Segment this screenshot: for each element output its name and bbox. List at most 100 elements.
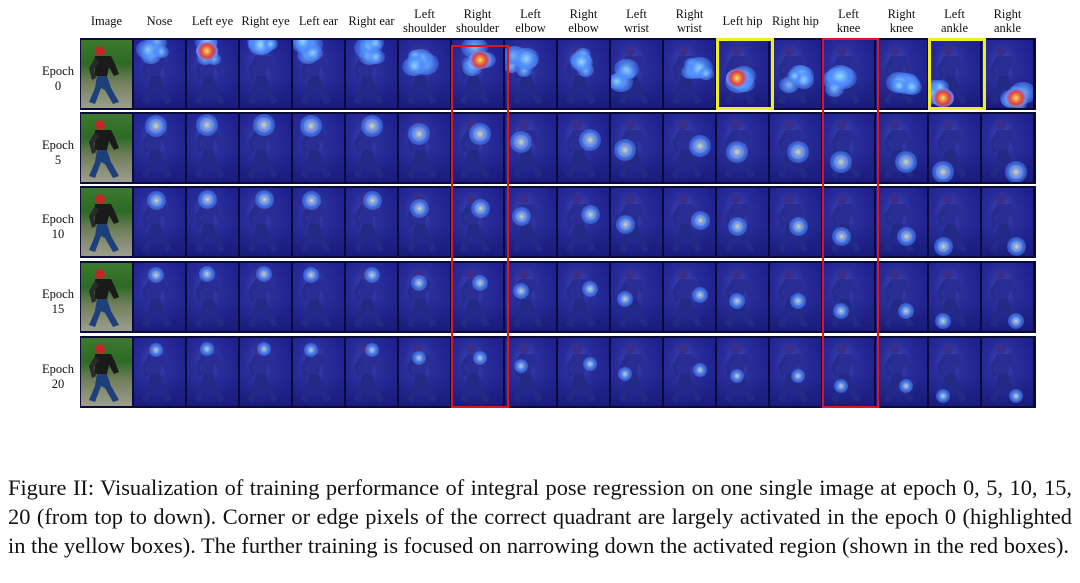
activation-speck (1009, 389, 1023, 403)
person-silhouette (142, 269, 172, 327)
person-silhouette (354, 344, 384, 402)
activation-speck (728, 292, 746, 310)
heatmap-left-elbow (505, 263, 556, 331)
heatmap-right-hip (770, 338, 821, 406)
heatmap-left-shoulder (399, 263, 450, 331)
column-header-right-ankle: Right ankle (993, 7, 1022, 35)
person-silhouette (89, 120, 119, 178)
activation-blob (726, 69, 748, 87)
heatmap-right-shoulder (452, 263, 503, 331)
heatmap-right-shoulder (452, 40, 503, 108)
row-label-epoch-5: Epoch 5 (42, 138, 74, 167)
activation-speck (361, 115, 383, 137)
heatmap-left-hip (717, 114, 768, 182)
input-image (81, 188, 132, 256)
activation-speck (899, 379, 913, 393)
activation-speck (693, 363, 707, 377)
heatmap-left-ankle (929, 338, 980, 406)
person-silhouette (248, 269, 278, 327)
activation-speck (830, 151, 852, 173)
figure-grid: Image Nose Left eye Right eye Left ear Right … (42, 7, 1036, 408)
person-silhouette (990, 269, 1020, 327)
activation-speck (730, 369, 744, 383)
person-silhouette (778, 344, 808, 402)
activation-speck (263, 40, 279, 51)
row-label-epoch-10: Epoch 10 (42, 212, 74, 241)
activation-speck (147, 266, 165, 284)
heatmap-left-knee (823, 40, 874, 108)
heatmap-right-knee (876, 40, 927, 108)
heatmap-right-ankle (982, 338, 1033, 406)
heatmap-right-wrist (664, 114, 715, 182)
epoch-row-strip (80, 336, 1036, 408)
heatmap-left-wrist (611, 40, 662, 108)
heatmap-right-elbow (558, 40, 609, 108)
heatmap-left-eye (187, 338, 238, 406)
heatmap-right-shoulder (452, 338, 503, 406)
person-silhouette (142, 344, 172, 402)
heatmap-left-wrist (611, 263, 662, 331)
heatmap-left-elbow (505, 188, 556, 256)
activation-speck (902, 79, 922, 96)
activation-speck (1005, 161, 1027, 182)
activation-speck (304, 343, 318, 357)
person-silhouette (566, 194, 596, 252)
activation-speck (301, 190, 321, 210)
activation-speck (401, 56, 426, 77)
activation-speck (788, 216, 808, 236)
heatmap-right-eye (240, 188, 291, 256)
heatmap-left-hip (717, 263, 768, 331)
heatmap-right-elbow (558, 338, 609, 406)
heatmap-right-ear (346, 188, 397, 256)
activation-speck (135, 40, 159, 59)
heatmap-nose (134, 188, 185, 256)
yellow-box-left-ankle (928, 38, 986, 110)
activation-speck (300, 115, 322, 137)
activation-speck (787, 69, 802, 82)
column-header-left-elbow: Left elbow (515, 7, 546, 35)
person-silhouette (248, 194, 278, 252)
heatmap-right-hip (770, 188, 821, 256)
figure-caption: Figure II: Visualization of training per… (8, 475, 1072, 559)
heatmap-nose (134, 114, 185, 182)
column-header-left-hip: Left hip (722, 14, 763, 28)
activation-speck (409, 198, 429, 218)
activation-speck (824, 81, 845, 97)
activation-speck (196, 114, 218, 136)
activation-speck (831, 226, 851, 246)
column-header-right-ear: Right ear (348, 14, 395, 28)
activation-speck (412, 351, 426, 365)
activation-speck (1007, 312, 1025, 330)
activation-speck (293, 40, 313, 50)
activation-speck (932, 161, 954, 182)
heatmap-right-hip (770, 114, 821, 182)
activation-speck (936, 389, 950, 403)
heatmap-left-wrist (611, 114, 662, 182)
heatmap-right-hip (770, 263, 821, 331)
heatmap-right-eye (240, 263, 291, 331)
person-silhouette (354, 194, 384, 252)
activation-speck (512, 282, 530, 300)
person-silhouette (566, 269, 596, 327)
person-silhouette (990, 344, 1020, 402)
column-header-left-ankle: Left ankle (940, 7, 969, 35)
activation-speck (514, 359, 528, 373)
person-silhouette (513, 344, 543, 402)
heatmap-right-ankle (982, 114, 1033, 182)
input-image (81, 114, 132, 182)
heatmap-right-wrist (664, 188, 715, 256)
heatmap-left-elbow (505, 114, 556, 182)
heatmap-left-eye (187, 40, 238, 108)
heatmap-left-hip (717, 338, 768, 406)
heatmap-nose (134, 40, 185, 108)
epoch-row-strip (80, 186, 1036, 258)
column-header-right-hip: Right hip (772, 14, 819, 28)
activation-speck (366, 50, 385, 65)
activation-speck (469, 123, 491, 145)
heatmap-left-knee (823, 188, 874, 256)
activation-speck (580, 204, 600, 224)
activation-blob (1005, 89, 1027, 107)
column-header-left-shoulder: Left shoulder (402, 7, 447, 35)
activation-speck (616, 290, 634, 308)
activation-speck (197, 189, 217, 209)
